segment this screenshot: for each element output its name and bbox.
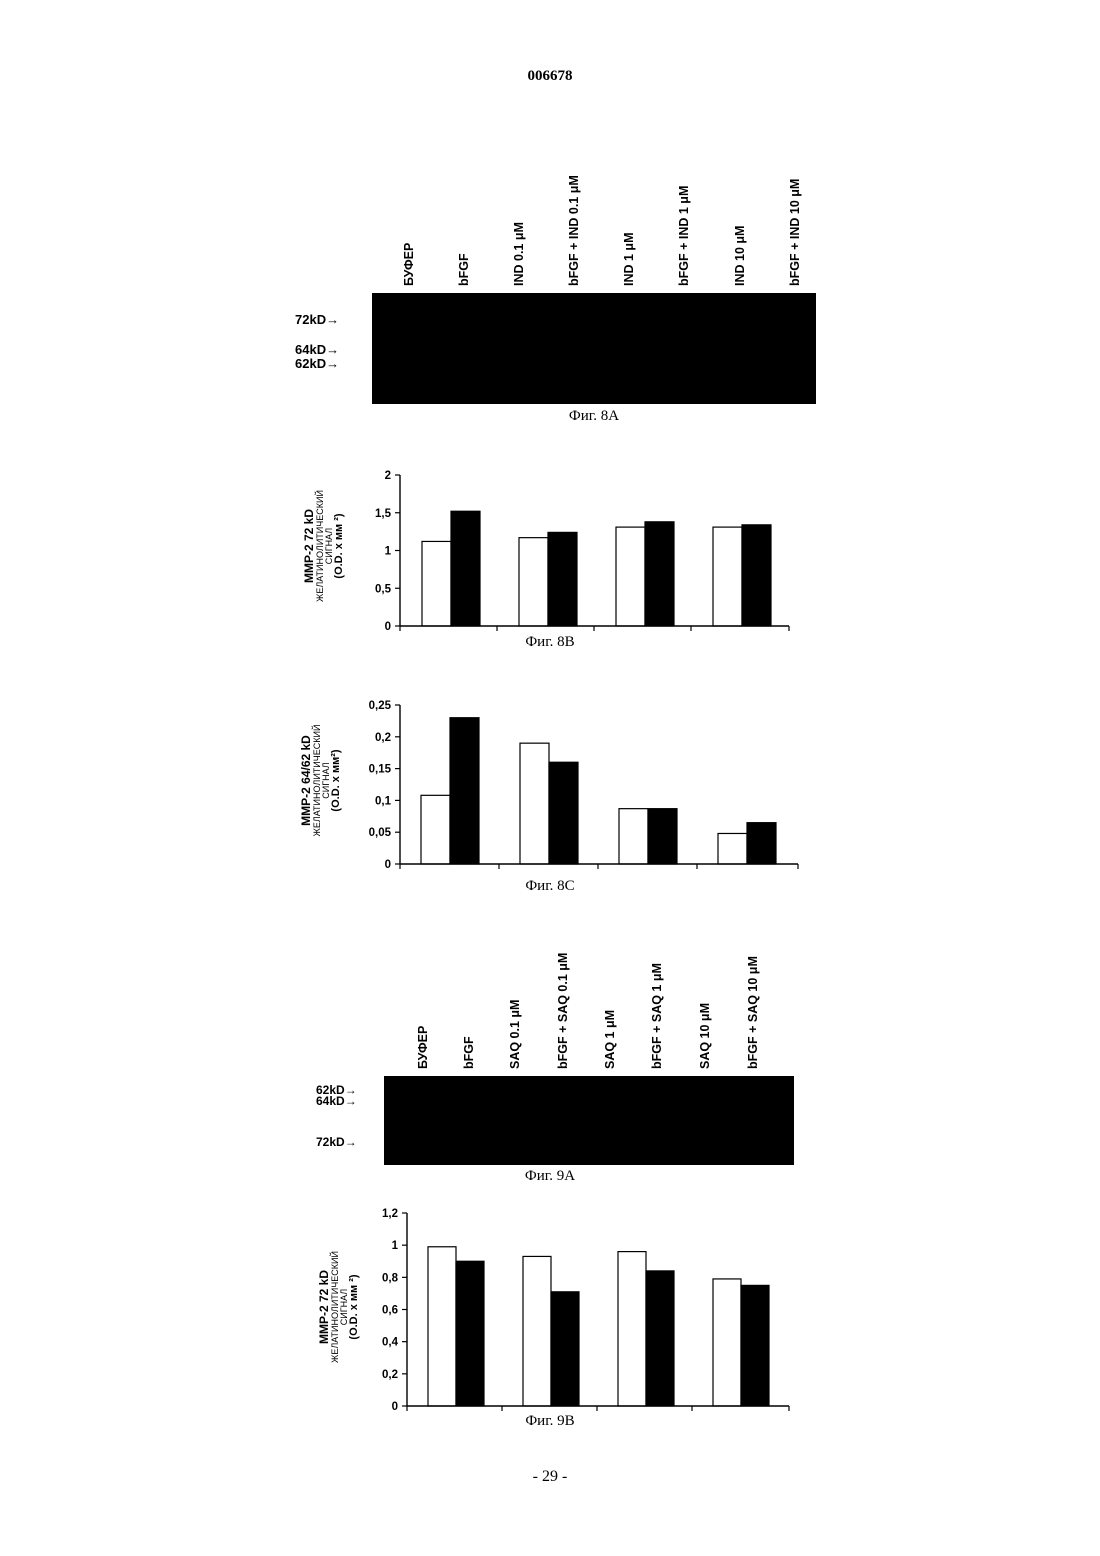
fig9b-y-tick-label: 0,2: [382, 1369, 398, 1381]
fig9b-bar-open: [618, 1252, 646, 1406]
fig9b-y-tick-label: 0,8: [382, 1272, 399, 1284]
fig9b-bar-filled: [551, 1292, 579, 1406]
fig9b-bar-open: [428, 1247, 456, 1406]
fig9b-y-tick-label: 0,4: [382, 1337, 399, 1349]
fig9b-y-tick-label: 0,6: [382, 1305, 398, 1317]
page-number: - 29 -: [0, 1468, 1100, 1486]
fig9b-bar-open: [523, 1256, 551, 1406]
fig9b-bar-filled: [646, 1271, 674, 1406]
fig9b-bar-open: [713, 1279, 741, 1406]
fig9b-y-tick-label: 1,2: [382, 1208, 398, 1220]
fig9b-bar-filled: [741, 1285, 769, 1406]
fig9b-caption: Фиг. 9В: [450, 1413, 650, 1430]
fig9b-y-tick-label: 0: [392, 1401, 398, 1413]
fig9b-bar-filled: [456, 1261, 484, 1406]
fig9b-y-tick-label: 1: [392, 1240, 399, 1252]
